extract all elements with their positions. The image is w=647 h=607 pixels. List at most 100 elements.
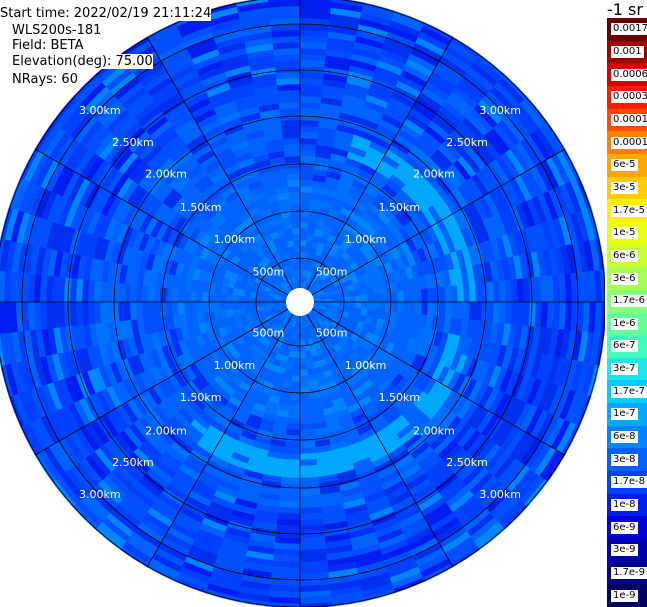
ppi-cell (299, 161, 315, 169)
ppi-cell (236, 0, 269, 7)
ppi-cell (299, 149, 317, 158)
ppi-cell (225, 301, 233, 310)
ppi-cell (294, 345, 301, 353)
ppi-cell (325, 298, 333, 303)
ppi-cell (294, 251, 301, 259)
ppi-cell (444, 301, 453, 319)
ppi-cell (299, 423, 314, 431)
ppi-cell (243, 295, 251, 303)
range-ring-label: 2.50km (112, 456, 154, 469)
ppi-cell (281, 125, 301, 134)
ppi-cell (299, 0, 332, 2)
colorbar-tick-label: 1e-6 (611, 317, 638, 330)
ppi-cell (291, 375, 301, 383)
ppi-cell (299, 458, 318, 467)
ppi-cell (290, 381, 301, 389)
ppi-cell (285, 167, 301, 175)
colorbar-tick-label: 3e-9 (611, 544, 638, 557)
ppi-cell (403, 301, 411, 314)
ppi-cell (427, 287, 435, 303)
colorbar: 0.0017 0.001 0.0006 0.0003 0.00017 0.0001 6e-5… (607, 18, 647, 607)
ppi-cell (299, 321, 303, 329)
ppi-cell (244, 307, 252, 314)
ppi-cell (299, 125, 319, 134)
ppi-cell (278, 101, 301, 110)
ppi-cell (349, 301, 357, 309)
ppi-cell (243, 301, 251, 309)
ppi-cell (286, 240, 295, 248)
ppi-cell (299, 233, 308, 241)
ppi-cell (284, 155, 301, 163)
ppi-cell (281, 470, 301, 479)
ppi-cell (117, 301, 126, 322)
ppi-cell (177, 301, 185, 315)
ppi-cell (456, 301, 465, 320)
ppi-cell (355, 301, 363, 309)
ppi-cell (299, 363, 308, 371)
colorbar-tick-label: 1.7e-8 (611, 476, 647, 489)
ppi-cell (282, 464, 301, 473)
azimuth-spoke (299, 301, 454, 568)
ppi-cell (261, 301, 269, 307)
ppi-cell (277, 89, 301, 98)
colorbar-tick-label: 1.7e-5 (611, 204, 647, 217)
ppi-cell (397, 301, 405, 314)
ppi-cell (391, 291, 399, 303)
ppi-cell (123, 301, 132, 321)
ppi-cell (299, 339, 305, 347)
range-ring-label: 1.50km (180, 391, 222, 404)
ppi-cell (87, 279, 96, 303)
ppi-cell (297, 275, 301, 283)
ppi-cell (282, 458, 301, 467)
ppi-cell (299, 417, 313, 425)
ppi-cell (299, 155, 316, 163)
ppi-cell (391, 301, 399, 313)
range-ring-label: 500m (316, 266, 348, 279)
ppi-cell (165, 301, 173, 317)
ppi-cell (231, 294, 239, 303)
ppi-cell (299, 399, 312, 407)
ppi-cell (288, 191, 301, 199)
ppi-cell (355, 295, 363, 303)
ppi-cell (283, 149, 301, 158)
colorbar-tick-label: 0.0006 (611, 68, 647, 81)
ppi-cell (319, 299, 327, 303)
ppi-cell (299, 375, 309, 383)
ppi-cell (299, 327, 304, 335)
ppi-cell (299, 167, 315, 175)
ppi-cell (295, 263, 301, 271)
colorbar-tick-label: 1.7e-7 (611, 385, 647, 398)
ppi-cell (373, 301, 381, 311)
colorbar-tick-label: 1e-8 (611, 499, 638, 512)
ppi-cell (331, 297, 339, 303)
ppi-cell (299, 83, 324, 92)
ppi-cell (498, 280, 507, 303)
colorbar-tick-label: 6e-8 (611, 431, 638, 444)
ppi-cell (450, 301, 459, 319)
ppi-cell (287, 185, 301, 193)
ppi-cell (299, 482, 320, 491)
ppi-cell (299, 179, 313, 187)
ppi-cell (219, 293, 227, 303)
colorbar-unit-label: -1 sr (607, 0, 643, 19)
ppi-cell (450, 285, 459, 303)
ppi-cell (288, 399, 301, 407)
ppi-cell (343, 301, 351, 308)
range-ring-label: 3.00km (79, 488, 121, 501)
ppi-cell (123, 283, 132, 303)
range-ring-label: 1.00km (345, 233, 387, 246)
ppi-cell (299, 494, 322, 503)
ppi-cell (141, 285, 150, 303)
ppi-cell (299, 197, 312, 205)
ppi-cell (153, 301, 161, 318)
ppi-cell (195, 290, 203, 303)
ppi-cell (299, 435, 315, 443)
ppi-cell (81, 278, 90, 303)
colorbar-tick-label: 3e-6 (611, 272, 638, 285)
ppi-cell (299, 429, 315, 437)
ppi-cell (343, 296, 351, 303)
ppi-cell (287, 411, 301, 419)
ppi-cell (480, 282, 489, 303)
ppi-cell (293, 351, 301, 359)
ppi-cell (99, 280, 108, 303)
